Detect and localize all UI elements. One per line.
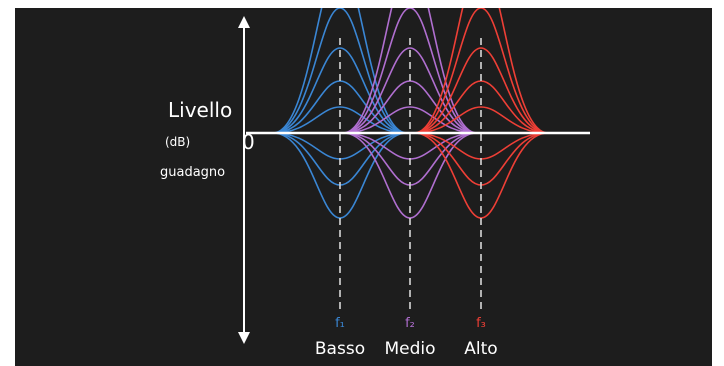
level-axis-zero: 0	[242, 130, 255, 154]
eq-curve-mid-2	[342, 47, 478, 134]
level-axis-caption: guadagno	[160, 165, 226, 180]
eq-curve-low-4	[272, 106, 408, 134]
eq-curve-mid-1	[342, 8, 478, 134]
level-axis-unit: (dB)	[165, 135, 191, 149]
band-frequency-label-mid: f₂	[405, 316, 415, 331]
band-name-low: Basso	[314, 339, 366, 359]
level-axis-title: Livello	[168, 98, 233, 122]
eq-curve-low-0	[272, 8, 408, 134]
eq-curve-high-0	[413, 8, 549, 134]
band-name-mid: Medio	[384, 339, 436, 359]
center-frequency-guides	[339, 38, 482, 310]
eq-curve-mid-0	[342, 8, 478, 134]
band-name-high: Alto	[464, 339, 498, 359]
eq-curve-mid-4	[342, 106, 478, 134]
eq-curve-low-2	[272, 47, 408, 134]
eq-curve-high-4	[413, 106, 549, 134]
eq-diagram: Livello (dB) 0 guadagno f₁ f₂ f₃ Basso M…	[15, 8, 712, 366]
band-frequency-label-high: f₃	[476, 316, 486, 331]
eq-curve-low-1	[272, 8, 408, 134]
eq-curve-high-2	[413, 47, 549, 134]
band-frequency-label-low: f₁	[335, 316, 345, 331]
eq-curves-canvas	[238, 8, 590, 344]
eq-curve-high-1	[413, 8, 549, 134]
